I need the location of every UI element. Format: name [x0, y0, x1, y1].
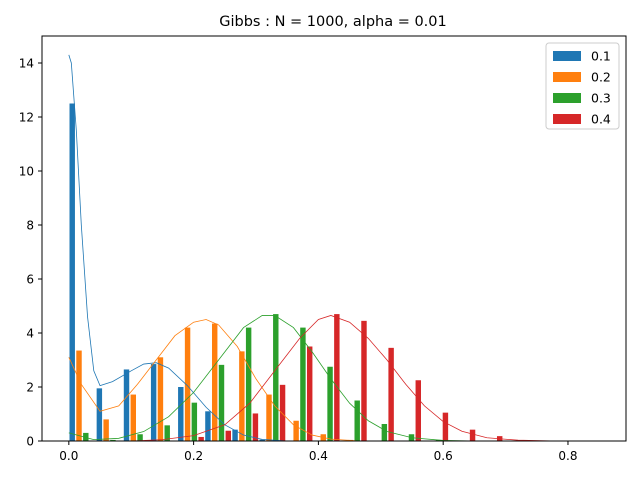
- bar: [198, 436, 204, 441]
- bar: [259, 439, 265, 441]
- x-tick-label: 0.8: [558, 449, 577, 463]
- y-tick-label: 0: [26, 435, 34, 449]
- bar: [300, 327, 306, 441]
- bar: [69, 103, 75, 441]
- y-axis: 0 2 4 6 8 10 12 14: [19, 57, 42, 449]
- series-0.1-kde-line: [68, 54, 319, 442]
- bar: [273, 314, 279, 441]
- bar: [334, 314, 340, 441]
- y-tick-label: 14: [19, 57, 34, 71]
- y-tick-label: 8: [26, 219, 34, 233]
- bar: [96, 388, 103, 441]
- series-0.3-kde-line: [68, 315, 475, 442]
- y-tick-label: 2: [26, 381, 34, 395]
- series-0.4-bars: [198, 314, 530, 441]
- x-tick-label: 0.4: [309, 449, 328, 463]
- bar: [232, 429, 238, 441]
- bar: [381, 423, 388, 441]
- y-tick-label: 4: [26, 327, 34, 341]
- bar: [123, 369, 130, 441]
- bar: [83, 432, 89, 441]
- bar: [110, 439, 116, 441]
- x-tick-label: 0.0: [59, 449, 78, 463]
- bar: [361, 320, 367, 441]
- bar: [279, 384, 286, 441]
- x-tick-label: 0.6: [434, 449, 453, 463]
- series-0.1-bars: [69, 103, 265, 441]
- legend: 0.1 0.2 0.3 0.4: [545, 42, 620, 130]
- bar: [137, 434, 143, 441]
- bar: [225, 430, 231, 441]
- bar: [442, 412, 449, 441]
- axes-frame: [41, 35, 627, 442]
- bar: [164, 425, 170, 441]
- bar: [415, 380, 421, 441]
- bar: [293, 420, 299, 441]
- x-tick-label: 0.2: [184, 449, 203, 463]
- bar: [354, 400, 360, 441]
- series-0.2-kde-line: [68, 319, 381, 442]
- bar: [178, 387, 184, 441]
- bar: [184, 327, 191, 441]
- legend-swatch: [553, 72, 581, 82]
- bar: [103, 419, 109, 441]
- bar: [76, 350, 82, 441]
- bar: [245, 327, 252, 441]
- legend-label: 0.1: [591, 49, 611, 64]
- series-0.4-kde-line: [131, 315, 600, 442]
- bar: [239, 351, 245, 441]
- bar: [469, 429, 476, 441]
- bar: [388, 347, 394, 441]
- y-tick-label: 10: [19, 165, 34, 179]
- bar: [212, 323, 218, 441]
- legend-swatch: [553, 114, 581, 124]
- bar: [150, 364, 157, 441]
- legend-label: 0.4: [591, 112, 611, 127]
- series-0.3-bars: [83, 314, 442, 441]
- legend-box: [545, 42, 620, 130]
- bar: [191, 402, 198, 441]
- series-0.2-bars: [76, 323, 354, 441]
- bar: [218, 364, 225, 441]
- bar: [252, 413, 259, 441]
- bar: [130, 394, 136, 441]
- legend-swatch: [553, 93, 581, 103]
- y-tick-label: 6: [26, 273, 34, 287]
- x-axis: 0.0 0.2 0.4 0.6 0.8: [59, 441, 578, 463]
- bar: [205, 411, 211, 441]
- bar: [306, 346, 313, 441]
- bar: [327, 366, 333, 441]
- bar: [157, 357, 164, 441]
- plot-area: [68, 54, 600, 442]
- bar: [266, 394, 272, 441]
- legend-swatch: [553, 51, 581, 61]
- legend-label: 0.3: [591, 91, 611, 106]
- y-tick-label: 12: [19, 111, 34, 125]
- chart-title: Gibbs : N = 1000, alpha = 0.01: [219, 14, 447, 30]
- legend-label: 0.2: [591, 70, 611, 85]
